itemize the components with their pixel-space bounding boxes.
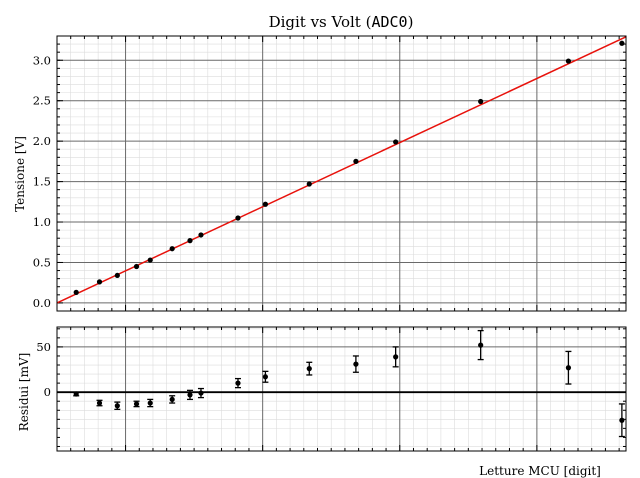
data-point bbox=[619, 40, 625, 46]
data-point bbox=[478, 98, 484, 105]
data-point bbox=[73, 391, 79, 397]
y-tick-label: 1.0 bbox=[33, 215, 51, 229]
data-point bbox=[187, 238, 193, 244]
data-point bbox=[198, 232, 204, 238]
y-tick-label: 0.0 bbox=[33, 296, 51, 310]
top-data-points bbox=[73, 40, 625, 295]
data-point bbox=[235, 215, 241, 221]
data-point bbox=[169, 396, 175, 403]
chart-title: Digit vs Volt (ADC0) bbox=[269, 13, 414, 31]
data-point bbox=[96, 400, 103, 406]
data-point bbox=[478, 342, 484, 348]
data-point bbox=[114, 272, 120, 279]
data-point bbox=[147, 400, 153, 406]
bottom-plot-frame bbox=[56, 326, 627, 452]
data-point bbox=[187, 392, 193, 398]
residual-points bbox=[73, 329, 625, 438]
data-point bbox=[169, 246, 175, 252]
y-tick-label: 50 bbox=[36, 340, 51, 354]
y-tick-label: 0 bbox=[44, 385, 51, 399]
y-tick-label: 2.0 bbox=[33, 134, 51, 148]
data-point bbox=[198, 390, 204, 396]
bottom-y-axis-label: Residui [mV] bbox=[17, 353, 31, 432]
data-point bbox=[96, 279, 103, 285]
data-point bbox=[393, 139, 399, 145]
y-tick-label: 1.5 bbox=[33, 175, 51, 189]
data-point bbox=[262, 201, 269, 207]
data-point bbox=[235, 380, 241, 386]
data-point bbox=[133, 263, 140, 270]
data-point bbox=[306, 181, 312, 187]
top-panel: 0.0 0.5 1.0 1.5 2.0 2.5 3.0 Tensione [V] bbox=[13, 35, 627, 312]
data-point bbox=[262, 374, 269, 380]
data-point bbox=[133, 401, 140, 407]
bottom-panel: 0 50 Residui [mV] Letture MCU [digit] bbox=[17, 326, 627, 478]
y-tick-label: 0.5 bbox=[33, 255, 51, 269]
top-plot-frame bbox=[56, 35, 627, 312]
y-tick-label: 2.5 bbox=[33, 94, 51, 108]
x-axis-label: Letture MCU [digit] bbox=[479, 464, 601, 478]
data-point bbox=[114, 403, 120, 409]
data-point bbox=[565, 58, 572, 64]
data-point bbox=[147, 257, 153, 263]
bottom-grid bbox=[57, 327, 626, 451]
data-point bbox=[353, 158, 359, 164]
data-point bbox=[619, 417, 625, 423]
data-point bbox=[73, 289, 79, 295]
data-point bbox=[565, 365, 572, 371]
data-point bbox=[306, 366, 312, 372]
top-y-axis-label: Tensione [V] bbox=[13, 136, 27, 212]
data-point bbox=[393, 354, 399, 360]
data-point bbox=[353, 361, 359, 367]
y-tick-label: 3.0 bbox=[33, 53, 51, 67]
